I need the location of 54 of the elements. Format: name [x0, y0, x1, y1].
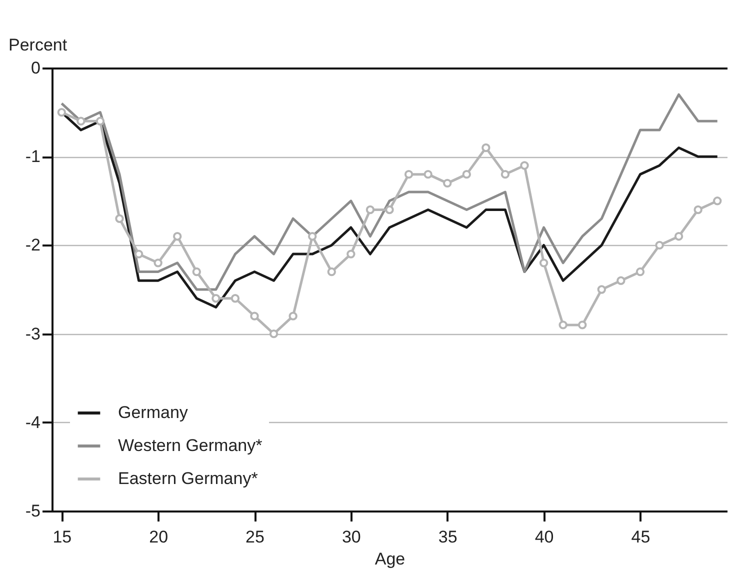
- point: [578, 320, 587, 330]
- point: [366, 205, 375, 214]
- point: [597, 285, 606, 294]
- point: [154, 258, 162, 268]
- point: [76, 116, 86, 126]
- point: [308, 232, 317, 241]
- point: [327, 267, 336, 276]
- point: [212, 294, 220, 303]
- point: [385, 205, 394, 214]
- y-tick-label: -5: [25, 502, 40, 520]
- point: [694, 205, 702, 214]
- x-tick-label: 25: [246, 528, 264, 546]
- x-tick-label: 15: [52, 528, 72, 546]
- x-tick-label: 30: [342, 528, 361, 546]
- point: [250, 312, 259, 320]
- line-series: [60, 93, 719, 291]
- point: [230, 294, 240, 303]
- y-tick-label: -2: [25, 236, 40, 255]
- y-tick-label: -3: [25, 324, 40, 344]
- point: [404, 170, 414, 179]
- point: [520, 161, 529, 170]
- point: [674, 232, 684, 241]
- point: [713, 196, 722, 206]
- point: [558, 320, 568, 330]
- y-axis-title: Percent: [8, 36, 68, 54]
- point: [57, 108, 66, 117]
- legend-label: Western Germany*: [118, 436, 263, 455]
- point: [115, 214, 124, 223]
- point: [655, 240, 664, 250]
- x-tick-label: 40: [534, 528, 554, 546]
- y-tick-label: 0: [31, 58, 40, 78]
- point: [482, 143, 490, 152]
- point: [424, 170, 432, 179]
- point: [616, 276, 626, 285]
- point: [134, 250, 144, 258]
- y-tick-label: -1: [25, 147, 40, 166]
- point: [462, 170, 471, 179]
- point: [443, 178, 452, 188]
- x-tick-label: 45: [631, 528, 650, 546]
- x-tick-label: 35: [438, 528, 458, 546]
- point: [346, 250, 356, 258]
- point: [500, 170, 510, 179]
- point: [192, 267, 201, 276]
- point: [173, 232, 182, 241]
- point: [96, 116, 105, 126]
- legend-label: Germany: [118, 403, 188, 422]
- y-tick-label: -4: [25, 412, 40, 432]
- x-axis-title: Age: [374, 550, 406, 568]
- legend-label: Eastern Germany*: [118, 469, 258, 488]
- point: [539, 258, 548, 268]
- point: [636, 267, 645, 276]
- point: [269, 329, 278, 338]
- x-tick-label: 20: [149, 528, 168, 546]
- point: [288, 312, 298, 320]
